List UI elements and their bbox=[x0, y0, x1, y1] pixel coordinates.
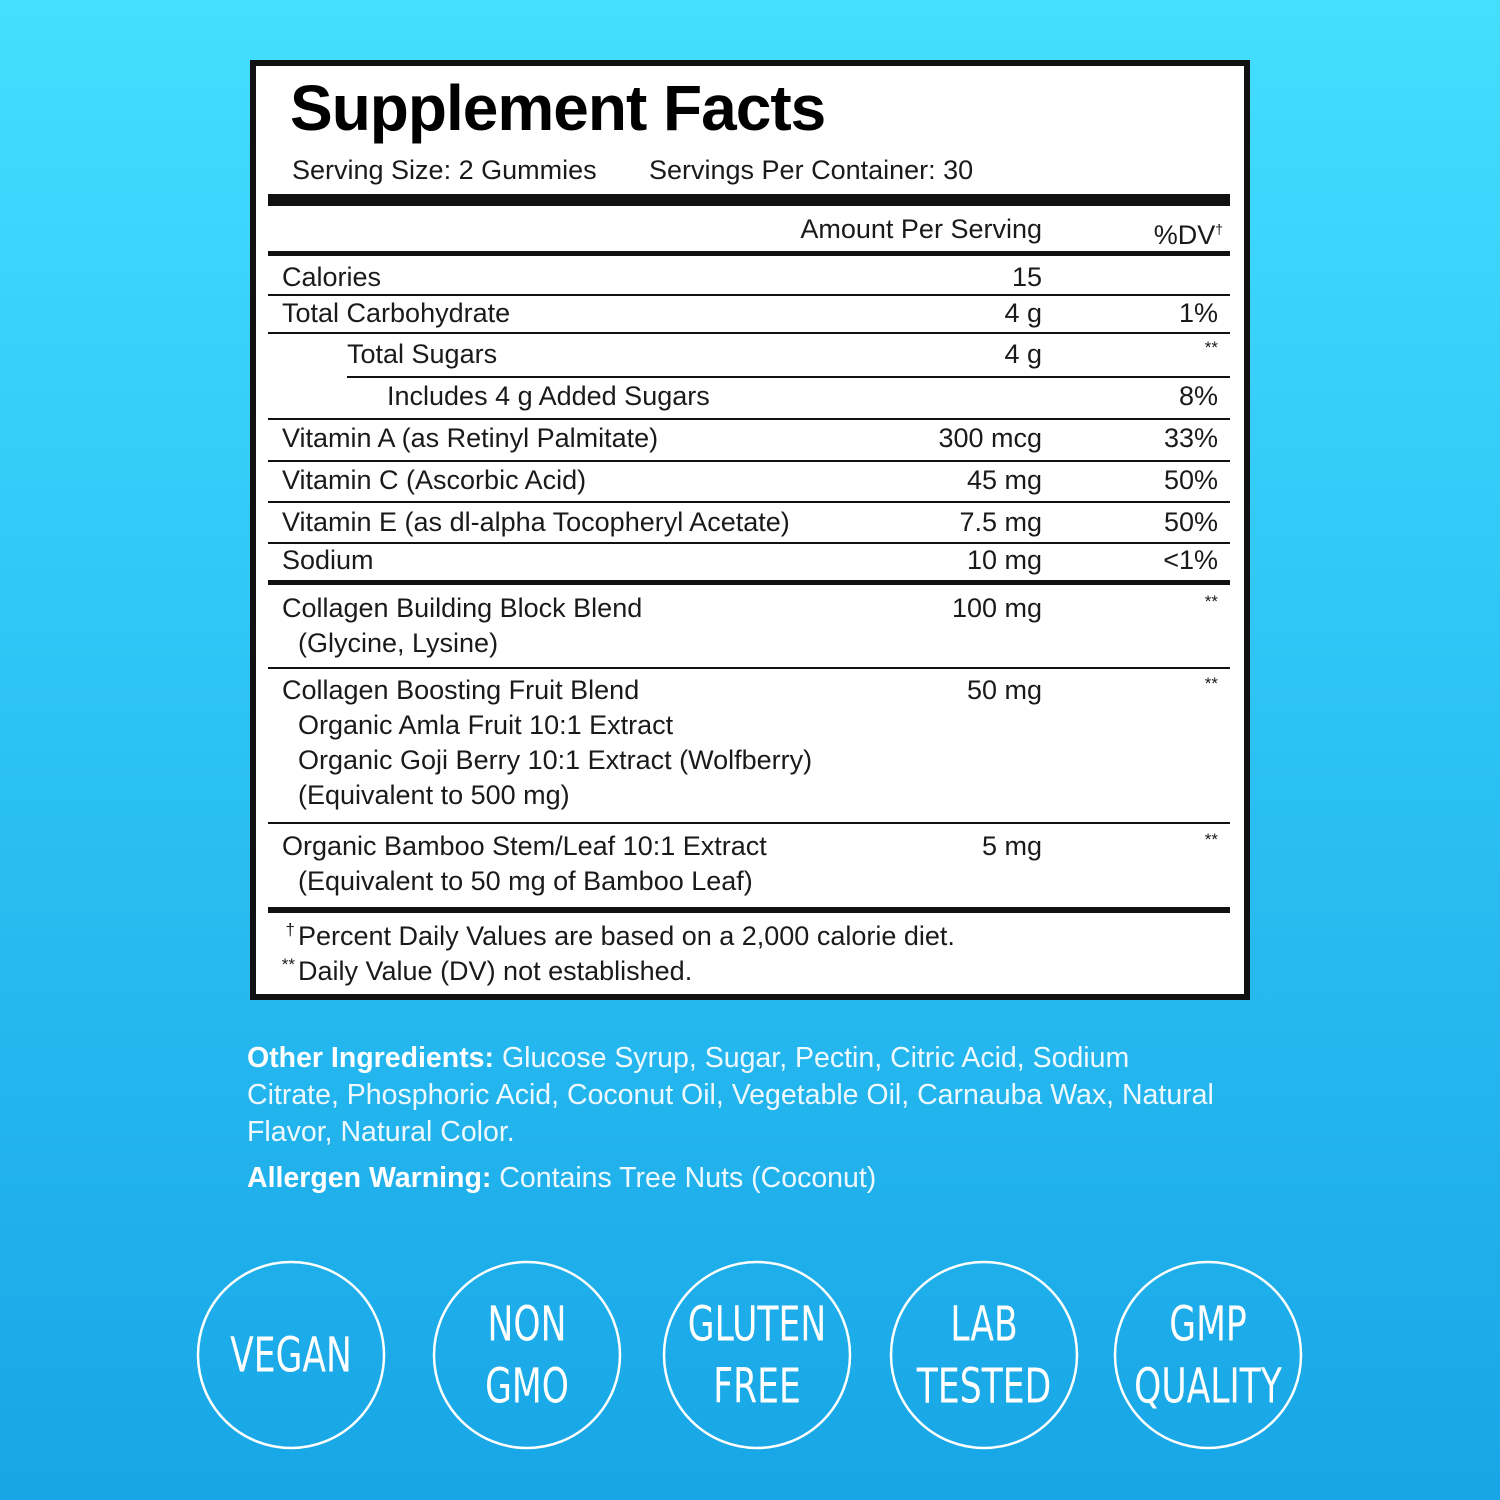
nutrient-detail: (Equivalent to 50 mg of Bamboo Leaf) bbox=[298, 866, 753, 896]
nutrient-name: Total Sugars bbox=[347, 339, 498, 369]
rule bbox=[268, 907, 1230, 913]
nutrient-detail: Organic Goji Berry 10:1 Extract (Wolfber… bbox=[298, 745, 813, 775]
rule bbox=[268, 294, 1230, 296]
rule bbox=[268, 822, 1230, 824]
daily-value: 1% bbox=[1178, 298, 1218, 328]
allergen: Allergen Warning: Contains Tree Nuts (Co… bbox=[247, 1160, 1227, 1197]
other-ingredients-text: Glucose Syrup, Sugar, Pectin, Citric Aci… bbox=[247, 1042, 1214, 1148]
dv-header: %DV† bbox=[1154, 213, 1223, 251]
badge-text: QUALITY bbox=[1134, 1358, 1282, 1414]
rule bbox=[268, 460, 1230, 462]
nutrient-name: Vitamin C (Ascorbic Acid) bbox=[282, 465, 587, 495]
amount: 50 mg bbox=[966, 675, 1042, 705]
amount: 15 bbox=[1011, 262, 1042, 292]
daily-value: 50% bbox=[1163, 465, 1218, 495]
badge-circle bbox=[662, 1260, 852, 1450]
rule bbox=[268, 332, 1230, 334]
dv-mark: † bbox=[1215, 221, 1223, 237]
servings-per-container: Servings Per Container: 30 bbox=[649, 155, 974, 185]
badge-circle bbox=[889, 1260, 1079, 1450]
footnote-mark: ** bbox=[281, 955, 295, 974]
rule bbox=[268, 542, 1230, 544]
daily-value: ** bbox=[1204, 674, 1218, 693]
badge-text: GLUTEN bbox=[688, 1296, 826, 1352]
badge-circle bbox=[1113, 1260, 1303, 1450]
footnote: Daily Value (DV) not established. bbox=[298, 956, 693, 986]
badge-text: VEGAN bbox=[230, 1327, 352, 1383]
daily-value: ** bbox=[1204, 830, 1218, 849]
dv-label: %DV bbox=[1153, 220, 1216, 250]
nutrient-name: Sodium bbox=[282, 545, 374, 575]
footnote-mark: † bbox=[285, 920, 295, 939]
other-ingredients-label: Other Ingredients: bbox=[247, 1042, 495, 1074]
badges: VEGAN NON GMO GLUTEN FREE LAB TESTED GMP QUALITY bbox=[196, 1260, 1303, 1450]
badge-text: LAB bbox=[950, 1296, 1017, 1352]
rule bbox=[268, 580, 1230, 585]
amount: 4 g bbox=[1004, 298, 1042, 328]
serving-size: Serving Size: 2 Gummies bbox=[292, 155, 597, 185]
amount-header: Amount Per Serving bbox=[800, 214, 1042, 244]
amount: 7.5 mg bbox=[959, 507, 1042, 537]
rule bbox=[268, 194, 1230, 206]
nutrient-detail: Organic Amla Fruit 10:1 Extract bbox=[298, 710, 674, 740]
allergen-label: Allergen Warning: bbox=[247, 1162, 492, 1194]
allergen-text: Contains Tree Nuts (Coconut) bbox=[499, 1162, 877, 1194]
nutrient-name: Total Carbohydrate bbox=[282, 298, 511, 328]
supplement-facts-panel bbox=[250, 60, 1250, 1000]
nutrient-detail: (Equivalent to 500 mg) bbox=[298, 780, 570, 810]
badge-circle bbox=[196, 1260, 386, 1450]
daily-value: ** bbox=[1204, 338, 1218, 357]
daily-value: 33% bbox=[1163, 423, 1218, 453]
rule bbox=[268, 501, 1230, 503]
nutrient-name: Vitamin E (as dl-alpha Tocopheryl Acetat… bbox=[282, 507, 790, 537]
badge-text: TESTED bbox=[916, 1358, 1051, 1414]
badge-circle bbox=[432, 1260, 622, 1450]
badge-text: GMP bbox=[1169, 1296, 1246, 1352]
rule bbox=[347, 376, 1230, 378]
badge-text: GMO bbox=[485, 1358, 569, 1414]
badge-text: FREE bbox=[713, 1358, 801, 1414]
amount: 4 g bbox=[1004, 339, 1042, 369]
footnote: Percent Daily Values are based on a 2,00… bbox=[298, 921, 955, 951]
badge-text: NON bbox=[488, 1296, 567, 1352]
nutrient-name: Collagen Building Block Blend bbox=[282, 593, 643, 623]
amount: 100 mg bbox=[951, 593, 1042, 623]
rule bbox=[268, 251, 1230, 256]
amount: 5 mg bbox=[981, 831, 1042, 861]
amount: 10 mg bbox=[966, 545, 1042, 575]
other-ingredients: Other Ingredients: Glucose Syrup, Sugar,… bbox=[247, 1040, 1227, 1151]
nutrient-name: Includes 4 g Added Sugars bbox=[387, 381, 710, 411]
daily-value: 50% bbox=[1163, 507, 1218, 537]
daily-value: 8% bbox=[1178, 381, 1218, 411]
amount: 300 mcg bbox=[938, 423, 1042, 453]
daily-value: <1% bbox=[1163, 545, 1218, 575]
nutrient-name: Collagen Boosting Fruit Blend bbox=[282, 675, 640, 705]
amount: 45 mg bbox=[966, 465, 1042, 495]
title: Supplement Facts bbox=[290, 72, 826, 144]
nutrient-name: Organic Bamboo Stem/Leaf 10:1 Extract bbox=[282, 831, 767, 861]
rule bbox=[268, 418, 1230, 420]
nutrient-detail: (Glycine, Lysine) bbox=[298, 628, 499, 658]
nutrient-name: Vitamin A (as Retinyl Palmitate) bbox=[282, 423, 659, 453]
rule bbox=[268, 667, 1230, 669]
daily-value: ** bbox=[1204, 592, 1218, 611]
nutrient-name: Calories bbox=[282, 262, 382, 292]
